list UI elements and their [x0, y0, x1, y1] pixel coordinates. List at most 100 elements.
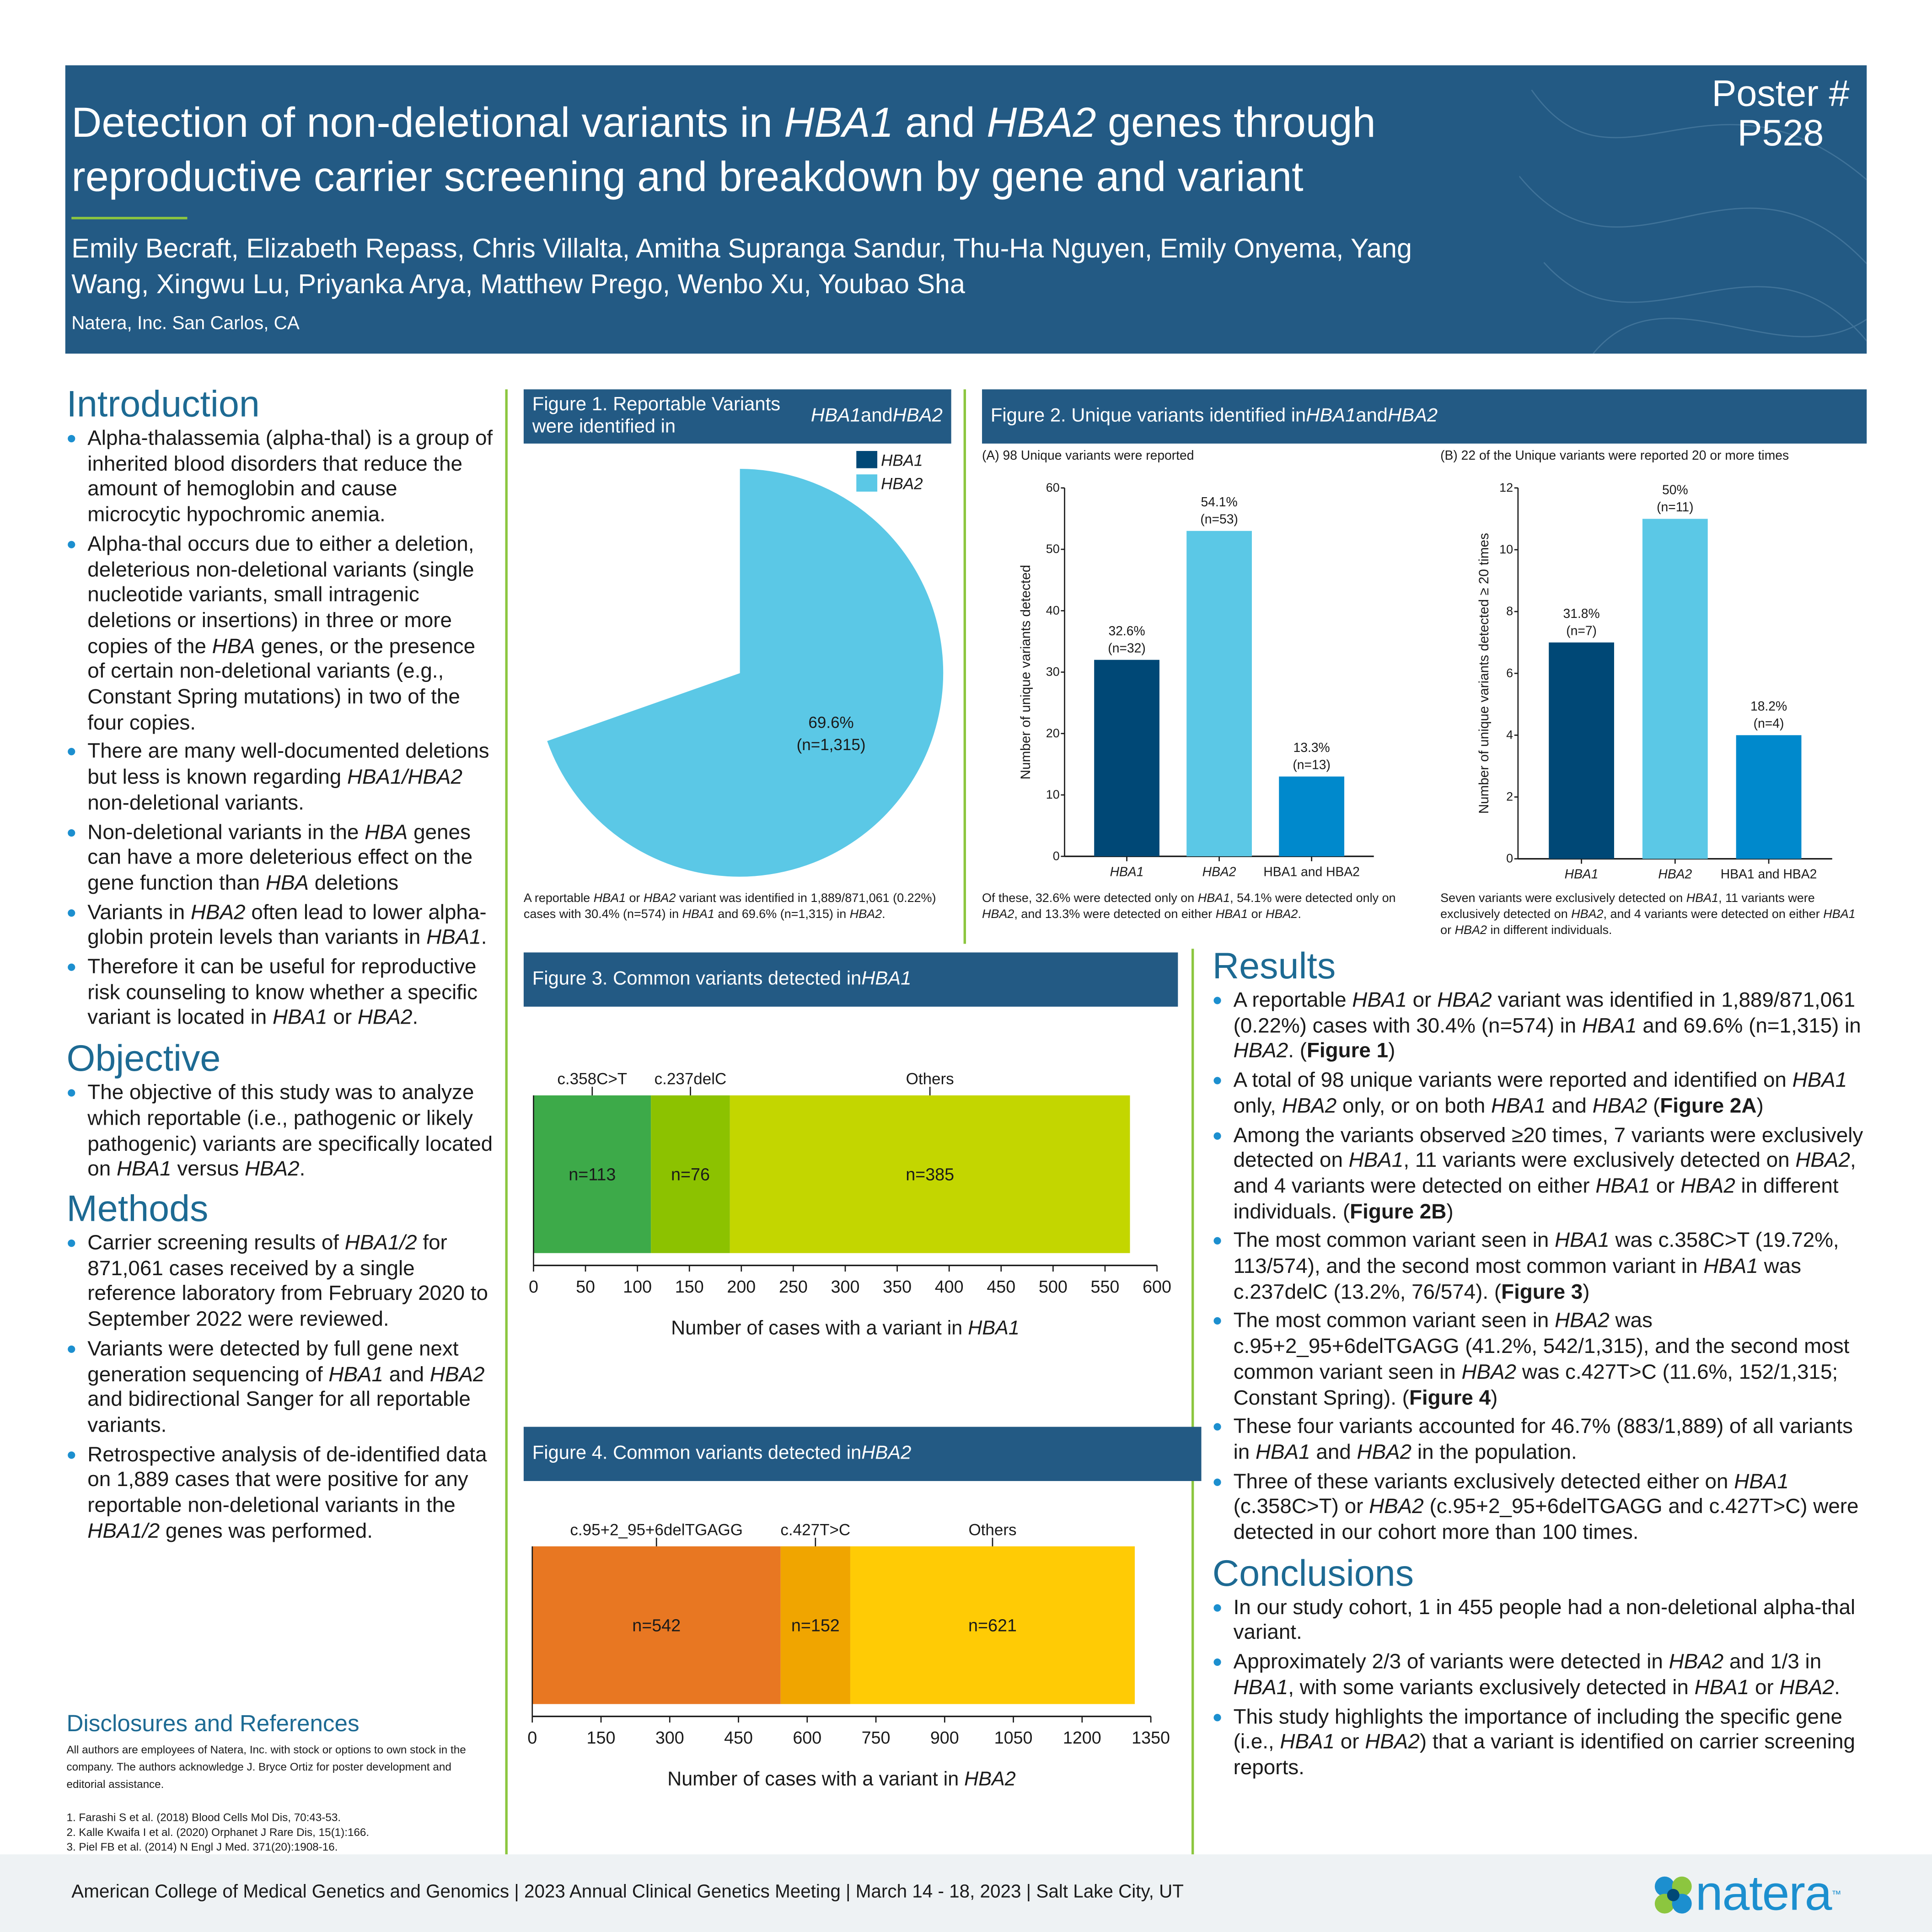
italic-text: HBA2: [861, 1443, 912, 1464]
italic-text: HBA2: [1388, 405, 1438, 427]
stacked-segment: [730, 1095, 1130, 1253]
stacked-segment: [532, 1546, 781, 1704]
figure1-caption: A reportable HBA1 or HBA2 variant was id…: [523, 892, 936, 922]
italic-text: HBA1: [1352, 988, 1407, 1012]
italic-text: HBA2: [987, 100, 1096, 147]
italic-text: HBA1: [1197, 892, 1230, 906]
italic-text: HBA1: [1582, 1014, 1637, 1037]
italic-text: HBA1/2: [344, 1231, 417, 1255]
bullet-item: This study highlights the importance of …: [1213, 1705, 1866, 1781]
italic-text: HBA2: [1365, 1730, 1420, 1754]
natera-logo-icon: [1654, 1876, 1692, 1913]
bar-hba1-and-hba2: [1736, 735, 1802, 859]
bar-count-label: (n=4): [1754, 716, 1784, 730]
bar-hba1-and-hba2: [1279, 776, 1345, 857]
reference-list: 1. Farashi S et al. (2018) Blood Cells M…: [66, 1810, 491, 1854]
y-tick-label: 50: [1046, 542, 1060, 556]
y-tick-label: 0: [1053, 849, 1060, 863]
bar-percent-label: 18.2%: [1750, 698, 1787, 713]
italic-text: HBA2: [1461, 1360, 1517, 1384]
segment-count-label: n=542: [632, 1616, 681, 1635]
x-tick-label: HBA1 and HBA2: [1721, 867, 1817, 881]
bar-hba2: [1642, 519, 1708, 859]
italic-text: HBA2: [1571, 908, 1604, 922]
title-divider: [71, 217, 188, 220]
italic-text: HBA2: [429, 1362, 485, 1386]
italic-text: HBA2: [1592, 1094, 1648, 1117]
bullet-item: Alpha-thalassemia (alpha-thal) is a grou…: [66, 426, 495, 528]
italic-text: HBA1: [426, 926, 481, 950]
segment-count-label: n=621: [968, 1616, 1017, 1635]
italic-text: HBA1: [593, 892, 626, 906]
introduction-list: Alpha-thalassemia (alpha-thal) is a grou…: [66, 426, 495, 1031]
italic-text: HBA: [212, 634, 255, 658]
x-tick-label: 100: [623, 1277, 652, 1296]
bar-percent-label: 13.3%: [1293, 740, 1330, 755]
italic-text: HBA1: [1306, 405, 1356, 427]
segment-count-label: n=385: [906, 1165, 954, 1184]
italic-text: HBA2: [1454, 924, 1487, 938]
y-tick-label: 4: [1506, 728, 1513, 741]
italic-text: HBA1: [1215, 908, 1248, 922]
bullet-item: A total of 98 unique variants were repor…: [1213, 1068, 1866, 1120]
italic-text: HBA2: [849, 908, 882, 922]
x-tick-label: 500: [1039, 1277, 1068, 1296]
header-banner: Detection of non-deletional variants in …: [65, 65, 1867, 354]
objective-heading: Objective: [66, 1039, 221, 1080]
x-axis-title: Number of cases with a variant in HBA2: [667, 1768, 1016, 1790]
x-tick-label: 450: [987, 1277, 1015, 1296]
objective-list: The objective of this study was to analy…: [66, 1081, 495, 1183]
bullet-item: Three of these variants exclusively dete…: [1213, 1470, 1866, 1546]
segment-name-label: c.358C>T: [557, 1070, 627, 1088]
results-list: A reportable HBA1 or HBA2 variant was id…: [1213, 988, 1866, 1546]
x-tick-label: 300: [655, 1728, 684, 1747]
conclusions-list: In our study cohort, 1 in 455 people had…: [1213, 1595, 1866, 1782]
italic-text: HBA2: [644, 892, 676, 906]
italic-text: HBA2: [1555, 1309, 1610, 1333]
bullet-item: The most common variant seen in HBA1 was…: [1213, 1229, 1866, 1305]
affiliation: Natera, Inc. San Carlos, CA: [71, 313, 300, 334]
dna-helix-decoration-icon: [1519, 89, 1867, 354]
bar-hba1: [1094, 660, 1159, 857]
x-axis-title: Number of cases with a variant in HBA1: [671, 1317, 1020, 1339]
segment-name-label: c.237delC: [655, 1070, 727, 1088]
x-tick-label: 0: [527, 1728, 537, 1747]
poster-number-label: Poster #: [1712, 74, 1850, 115]
italic-text: HBA2: [1779, 1675, 1835, 1699]
x-tick-label: HBA2: [1658, 867, 1692, 881]
segment-count-label: n=152: [791, 1616, 840, 1635]
column-divider: [505, 389, 508, 1855]
disclosures-text: All authors are employees of Natera, Inc…: [66, 1743, 466, 1791]
italic-text: HBA: [365, 820, 408, 844]
subfigure-title: (A) 98 Unique variants were reported: [982, 448, 1194, 462]
italic-text: HBA2: [1795, 1148, 1851, 1172]
segment-count-label: n=76: [671, 1165, 710, 1184]
disclosures-section: Disclosures and References All authors a…: [66, 1710, 491, 1854]
italic-text: HBA1: [1233, 1675, 1288, 1699]
italic-text: HBA1: [1686, 892, 1719, 906]
italic-text: HBA1: [1823, 908, 1856, 922]
x-tick-label: 250: [779, 1277, 808, 1296]
italic-text: HBA1: [810, 405, 861, 427]
pie-slice-hba2: [545, 467, 945, 878]
bold-text: Figure 1: [1306, 1039, 1389, 1063]
poster-number-value: P528: [1737, 113, 1824, 154]
stacked-segment: [850, 1546, 1135, 1704]
x-tick-label: 350: [883, 1277, 912, 1296]
bar-count-label: (n=53): [1200, 512, 1238, 526]
y-tick-label: 60: [1046, 481, 1060, 494]
bullet-item: Approximately 2/3 of variants were detec…: [1213, 1650, 1866, 1701]
italic-text: HBA1: [1280, 1730, 1335, 1754]
bullet-item: Alpha-thal occurs due to either a deleti…: [66, 532, 495, 736]
x-tick-label: 50: [576, 1277, 595, 1296]
italic-text: HBA2: [190, 900, 246, 924]
left-column: Introduction Alpha-thalassemia (alpha-th…: [66, 384, 495, 1548]
subfigure-title: (B) 22 of the Unique variants were repor…: [1440, 448, 1789, 462]
poster-number: Poster # P528: [1712, 75, 1850, 154]
x-tick-label: 300: [831, 1277, 860, 1296]
x-axis-title-part: Number of cases with a variant in: [667, 1768, 964, 1790]
introduction-heading: Introduction: [66, 384, 260, 425]
bullet-item: Therefore it can be useful for reproduct…: [66, 955, 495, 1031]
x-tick-label: 600: [793, 1728, 821, 1747]
